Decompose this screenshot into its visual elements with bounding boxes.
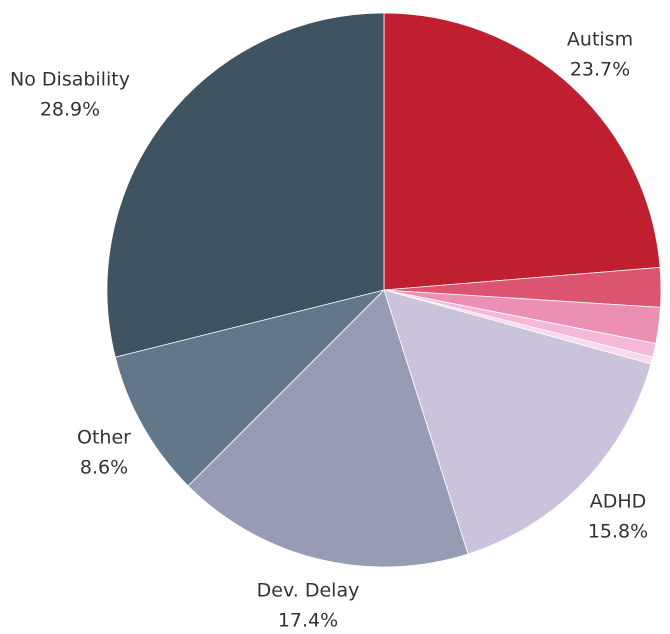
slice-label: Other	[77, 427, 131, 449]
pie-slice	[383, 12, 661, 291]
slice-label: Dev. Delay	[257, 580, 360, 602]
slice-value-label: 15.8%	[588, 521, 648, 543]
pie-slice	[106, 12, 385, 358]
pie-slice	[383, 289, 652, 555]
slice-value-label: 28.9%	[40, 99, 100, 121]
slice-label: Autism	[567, 29, 633, 51]
pie-slice	[114, 289, 386, 487]
slice-value-label: 8.6%	[80, 457, 128, 479]
slice-value-label: 23.7%	[570, 59, 630, 81]
slice-value-label: 17.4%	[278, 610, 338, 632]
slice-label: No Disability	[10, 69, 130, 91]
slice-label: ADHD	[590, 491, 647, 513]
pie-slice	[187, 289, 469, 568]
